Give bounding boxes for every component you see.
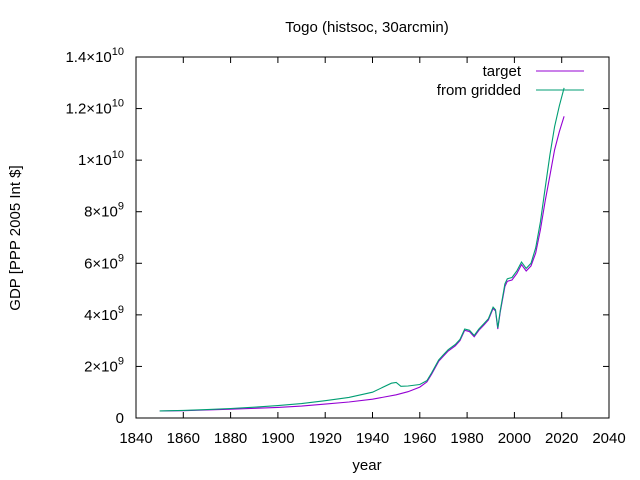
series-line-0 (159, 116, 565, 412)
y-tick-mantissa: 6×10 (84, 255, 118, 272)
x-tick-label: 1860 (167, 430, 200, 447)
y-tick-mantissa: 8×10 (84, 204, 118, 221)
y-tick-exponent: 10 (112, 46, 124, 58)
y-tick-mantissa: 1.2×10 (65, 101, 111, 118)
y-tick-exponent: 9 (118, 201, 124, 213)
y-tick-label: 1.4×1010 (65, 46, 124, 66)
y-tick-label: 0 (116, 410, 124, 427)
y-tick-label: 6×109 (84, 252, 124, 272)
y-tick-exponent: 10 (112, 98, 124, 110)
x-tick-label: 1920 (309, 430, 342, 447)
x-tick-label: 1980 (450, 430, 483, 447)
y-axis: 02×1094×1096×1098×1091×10101.2×10101.4×1… (65, 46, 609, 427)
legend-label: from gridded (437, 82, 521, 99)
x-axis-label: year (352, 457, 381, 474)
y-tick-mantissa: 4×10 (84, 307, 118, 324)
x-tick-label: 1840 (119, 430, 152, 447)
x-axis: 1840 1860 1880 1900 1920 1940 1960 1980 2000 2020… (119, 57, 626, 447)
x-tick-label: 1900 (261, 430, 294, 447)
y-axis-label: GDP [PPP 2005 Int $] (7, 165, 24, 310)
x-tick-label: 2020 (545, 430, 578, 447)
y-tick-exponent: 9 (118, 355, 124, 367)
y-tick-label: 2×109 (84, 355, 124, 375)
y-tick-exponent: 9 (118, 252, 124, 264)
y-tick-label: 8×109 (84, 201, 124, 221)
x-tick-label: 2040 (592, 430, 625, 447)
y-tick-exponent: 10 (112, 149, 124, 161)
x-tick-label: 1960 (403, 430, 436, 447)
y-tick-label: 4×109 (84, 304, 124, 324)
legend: target from gridded (437, 63, 584, 99)
chart-title: Togo (histsoc, 30arcmin) (285, 19, 448, 36)
y-tick-label: 1.2×1010 (65, 98, 124, 118)
legend-label: target (483, 63, 522, 80)
y-tick-label: 1×1010 (78, 149, 124, 169)
y-tick-mantissa: 1.4×10 (65, 49, 111, 66)
series-lines (159, 87, 565, 412)
x-tick-label: 1880 (214, 430, 247, 447)
series-line-1 (159, 87, 565, 412)
x-tick-label: 2000 (498, 430, 531, 447)
x-tick-label: 1940 (356, 430, 389, 447)
y-tick-mantissa: 2×10 (84, 358, 118, 375)
y-tick-mantissa: 1×10 (78, 152, 112, 169)
y-tick-exponent: 9 (118, 304, 124, 316)
